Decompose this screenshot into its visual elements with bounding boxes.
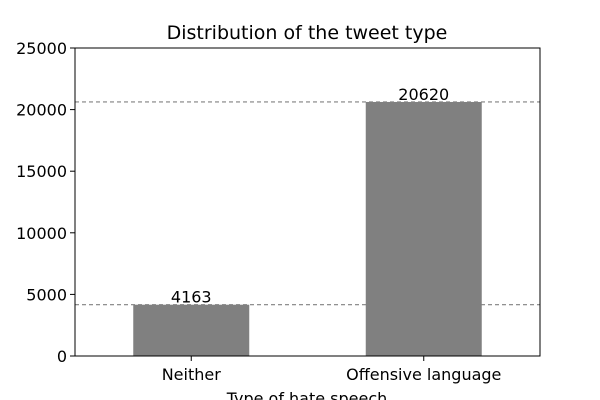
chart-title: Distribution of the tweet type (167, 22, 448, 44)
x-tick-label-0: Neither (162, 365, 222, 384)
y-tick-label-0: 0 (57, 347, 67, 366)
y-tick-label-3: 15000 (16, 162, 67, 181)
axes-frame (74, 47, 541, 357)
x-tick-label-1: Offensive language (346, 365, 501, 384)
y-tick-label-2: 10000 (16, 224, 67, 243)
data-label-1: 20620 (398, 85, 449, 104)
y-tick-label-5: 25000 (16, 39, 67, 58)
y-tick-label-1: 5000 (26, 285, 67, 304)
data-label-0: 4163 (171, 288, 212, 307)
bar-neither (133, 304, 250, 356)
y-tick-label-4: 20000 (16, 101, 67, 120)
x-axis-label: Type of hate speech (226, 389, 388, 400)
bar-offensive-language (365, 101, 482, 356)
plot-area: 0 5000 10000 15000 20000 25000 Neither Offensiv… (16, 39, 541, 384)
